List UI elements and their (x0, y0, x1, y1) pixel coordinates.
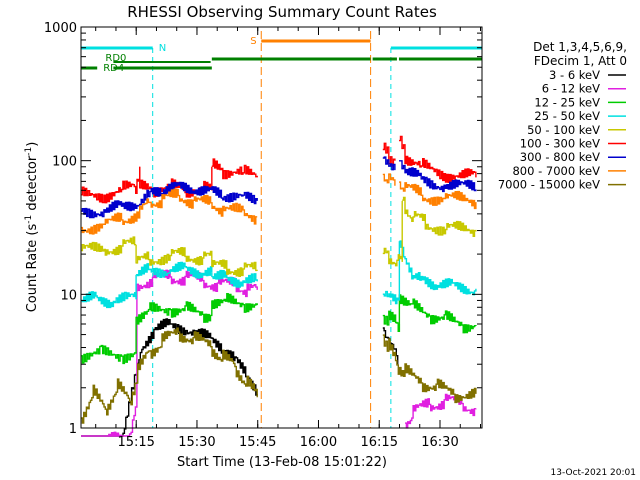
legend-header-line-2: FDecim 1, Att 0 (534, 54, 627, 68)
x-tick-label: 15:15 (117, 435, 154, 450)
y-label-sup: -1 (24, 215, 34, 224)
series-line (211, 259, 258, 277)
series-group (81, 293, 477, 365)
x-tick-label: 15:45 (239, 435, 276, 450)
series-line (81, 404, 138, 437)
legend-entry-label: 50 - 100 keV (527, 123, 600, 137)
axes: 1 10 100 1000 15:15 15:30 15:45 16:00 16:15 16:30 (44, 21, 483, 450)
series-line (399, 294, 477, 334)
series-group (81, 156, 477, 219)
series-group (81, 173, 477, 235)
legend-entry-label: 100 - 300 keV (520, 137, 600, 151)
chart-title: RHESSI Observing Summary Count Rates (127, 3, 437, 21)
y-label-part: Count Rate (s (25, 224, 40, 313)
series-line (382, 290, 401, 305)
x-axis-label: Start Time (13-Feb-08 15:01:22) (177, 455, 387, 470)
saa-flag-label: S (250, 36, 256, 47)
series-line (81, 188, 258, 235)
y-label-part: ) (25, 142, 40, 147)
series-line (399, 135, 477, 183)
series-line (402, 196, 477, 237)
legend-header-line-1: Det 1,3,4,5,6,9, (533, 40, 627, 54)
x-tick-label: 16:30 (421, 435, 458, 450)
legend-entry-label: 7000 - 15000 keV (498, 178, 600, 192)
series-line (382, 310, 401, 332)
series-line (211, 158, 258, 180)
series-line (399, 181, 477, 210)
series-line (382, 156, 396, 171)
x-tick-label: 16:15 (361, 435, 398, 450)
series-line (399, 160, 477, 193)
series-layer (81, 135, 477, 437)
series-line (382, 334, 477, 404)
series-group (81, 196, 477, 277)
series-line (382, 247, 403, 267)
series-line (81, 166, 141, 204)
series-line (405, 393, 477, 429)
y-label-part: detector (25, 155, 40, 215)
legend-entry-label: 800 - 7000 keV (512, 164, 600, 178)
rd4-flag-label: RD4 (103, 63, 124, 74)
x-tick-label: 16:00 (300, 435, 337, 450)
night-flag-label: N (159, 43, 166, 54)
series-line (81, 236, 137, 256)
rd0-flag-label: RD0 (105, 53, 126, 64)
series-line (399, 240, 477, 296)
legend-entry-label: 6 - 12 keV (542, 82, 600, 96)
legend-entry-label: 300 - 800 keV (520, 150, 600, 164)
series-line (211, 269, 258, 288)
series-group (81, 327, 477, 424)
series-line (136, 301, 213, 325)
series-line (81, 327, 258, 424)
series-line (382, 173, 396, 186)
series-line (136, 261, 213, 279)
series-line (81, 344, 137, 365)
plot-frame (80, 26, 483, 429)
y-tick-label: 10 (60, 288, 77, 303)
y-tick-label: 100 (52, 155, 77, 170)
y-axis-label: Count Rate (s-1 detector-1) (24, 142, 40, 313)
legend-entry-label: 12 - 25 keV (534, 95, 600, 109)
series-line (81, 181, 258, 219)
y-label-sup: -1 (24, 147, 34, 156)
legend-entry-label: 25 - 50 keV (534, 109, 600, 123)
series-line (211, 293, 258, 313)
series-line (136, 247, 213, 266)
y-tick-label: 1000 (44, 21, 77, 36)
footer-date: 13-Oct-2021 20:01 (551, 468, 636, 478)
x-tick-label: 15:30 (178, 435, 215, 450)
legend-entry-label: 3 - 6 keV (549, 68, 600, 82)
y-tick-label: 1 (69, 422, 77, 437)
